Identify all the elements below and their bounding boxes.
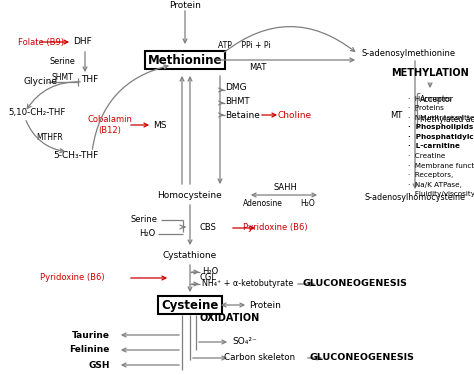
Text: ·  L-carnitine: · L-carnitine: [408, 144, 460, 150]
Text: GLUCONEOGENESIS: GLUCONEOGENESIS: [310, 354, 414, 363]
Text: Protein: Protein: [169, 0, 201, 9]
Text: GLUCONEOGENESIS: GLUCONEOGENESIS: [302, 279, 408, 288]
Text: ·  Neurotransmitters: · Neurotransmitters: [408, 115, 474, 121]
Text: Cysteine: Cysteine: [161, 298, 219, 312]
Text: Pyridoxine (B6): Pyridoxine (B6): [243, 224, 307, 232]
Text: MTHFR: MTHFR: [36, 134, 64, 142]
Text: ·  Creatine: · Creatine: [408, 153, 446, 159]
Text: (B12): (B12): [99, 126, 121, 135]
Text: GSH: GSH: [89, 360, 110, 369]
Text: H₂O: H₂O: [139, 230, 155, 238]
Text: CGL: CGL: [200, 273, 217, 282]
Text: DMG: DMG: [225, 84, 246, 93]
Text: H₂O: H₂O: [202, 267, 218, 276]
Text: Glycine: Glycine: [24, 78, 58, 87]
Text: Folate (B9): Folate (B9): [18, 38, 64, 46]
Text: Carbon skeleton: Carbon skeleton: [224, 354, 296, 363]
Text: S-adenosylmethionine: S-adenosylmethionine: [362, 48, 456, 57]
Text: ·  Hormones: · Hormones: [408, 96, 452, 102]
Text: H₂O: H₂O: [301, 200, 315, 208]
Text: MT: MT: [390, 111, 402, 120]
Text: SO₄²⁻: SO₄²⁻: [233, 338, 257, 346]
Text: ·  Phosphatidylcholine: · Phosphatidylcholine: [408, 134, 474, 140]
Text: Serine: Serine: [49, 57, 75, 66]
Text: Homocysteine: Homocysteine: [158, 190, 222, 200]
Text: Felinine: Felinine: [70, 345, 110, 354]
Text: Adenosine: Adenosine: [243, 200, 283, 208]
Text: Serine: Serine: [131, 216, 158, 225]
Text: Cystathione: Cystathione: [163, 251, 217, 260]
Text: MS: MS: [153, 120, 167, 129]
Text: Methylated acceptor: Methylated acceptor: [420, 116, 474, 124]
Text: Acceptor: Acceptor: [420, 96, 454, 105]
Text: THF: THF: [82, 75, 99, 84]
Text: Taurine: Taurine: [72, 330, 110, 339]
Text: MAT: MAT: [249, 63, 267, 72]
Text: SHMT: SHMT: [51, 72, 73, 81]
Text: ·  Membrane function:: · Membrane function:: [408, 162, 474, 168]
Text: ·  Proteins: · Proteins: [408, 105, 444, 111]
Text: Pyridoxine (B6): Pyridoxine (B6): [40, 273, 105, 282]
Text: SAHH: SAHH: [273, 183, 297, 192]
Text: ·  Receptors,: · Receptors,: [408, 172, 453, 178]
Text: 5-CH₃-THF: 5-CH₃-THF: [54, 150, 99, 159]
Text: Cobalamin: Cobalamin: [88, 116, 132, 124]
Text: Protein: Protein: [249, 300, 281, 309]
Text: METHYLATION: METHYLATION: [391, 68, 469, 78]
Text: ·  Na/K ATPase,: · Na/K ATPase,: [408, 182, 462, 188]
Text: 5,10-CH₂-THF: 5,10-CH₂-THF: [8, 108, 65, 117]
Text: S-adenosylhomocysteine: S-adenosylhomocysteine: [365, 192, 465, 201]
Text: ·  Fluidity/viscosity: · Fluidity/viscosity: [408, 191, 474, 197]
Text: ·  Phospholipids: · Phospholipids: [408, 124, 473, 130]
Text: CBS: CBS: [200, 224, 217, 232]
Text: ATP    PPi + Pi: ATP PPi + Pi: [218, 42, 270, 51]
Text: OXIDATION: OXIDATION: [200, 313, 260, 323]
Text: Choline: Choline: [278, 111, 312, 120]
Text: NH₄⁺ + α-ketobutyrate: NH₄⁺ + α-ketobutyrate: [202, 279, 293, 288]
Text: Betaine: Betaine: [225, 111, 260, 120]
Text: BHMT: BHMT: [225, 98, 249, 106]
Text: Methionine: Methionine: [148, 54, 222, 66]
Text: DHF: DHF: [73, 38, 92, 46]
